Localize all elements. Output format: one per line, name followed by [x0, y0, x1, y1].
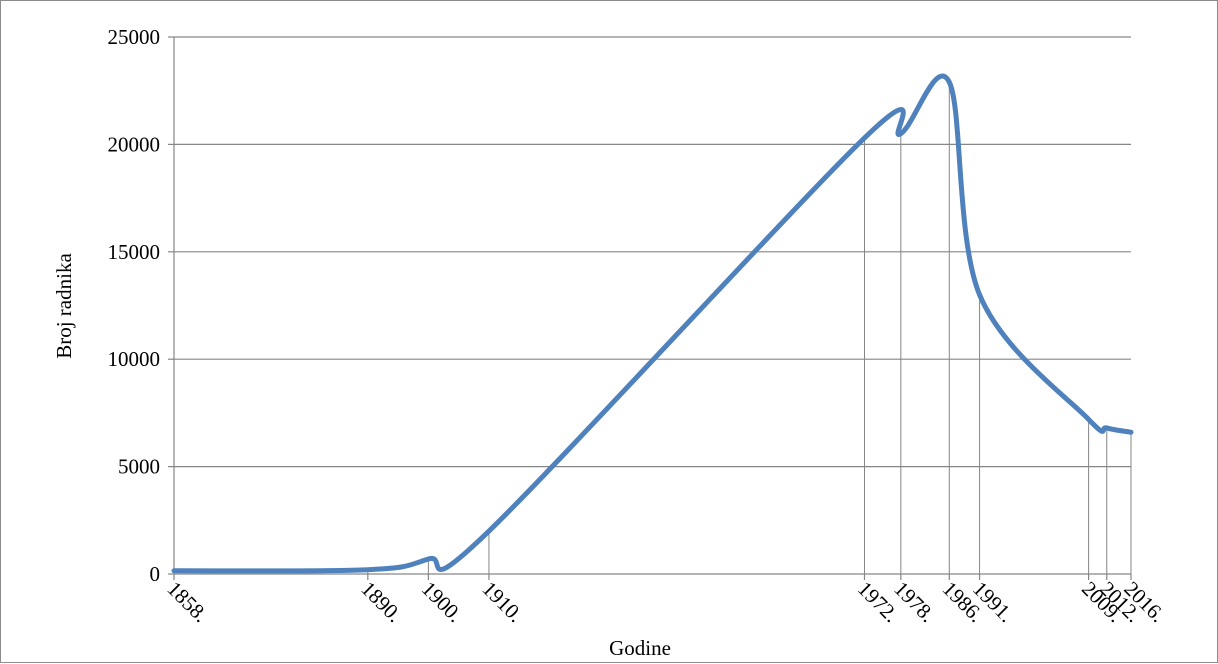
x-tick-label: 1910. [477, 577, 527, 627]
y-tick-label: 25000 [108, 25, 161, 49]
y-tick-labels: 0 5000 10000 15000 20000 25000 [108, 25, 161, 586]
drop-lines [367, 82, 1132, 574]
y-tick-label: 10000 [108, 347, 161, 371]
x-tick-label: 1972. [853, 577, 903, 627]
x-tick-label: 1978. [889, 577, 939, 627]
series-line [171, 73, 1134, 574]
y-tick-label: 5000 [118, 455, 160, 479]
x-tick-labels: 1858. 1890. 1900. 1910. 1972.1978.1986.1991.… [162, 577, 1169, 627]
axes [168, 36, 1132, 580]
y-axis-label: Broj radnika [52, 253, 76, 359]
x-axis-label: Godine [609, 636, 671, 660]
series-layer [171, 73, 1134, 574]
x-tick-label: 1890. [356, 577, 406, 627]
grid-lines [174, 36, 1131, 468]
x-tick-label: 1900. [417, 577, 467, 627]
x-tick-label: 1858. [162, 577, 212, 627]
y-tick-label: 15000 [108, 240, 161, 264]
y-tick-label: 0 [150, 562, 161, 586]
y-tick-label: 20000 [108, 132, 161, 156]
